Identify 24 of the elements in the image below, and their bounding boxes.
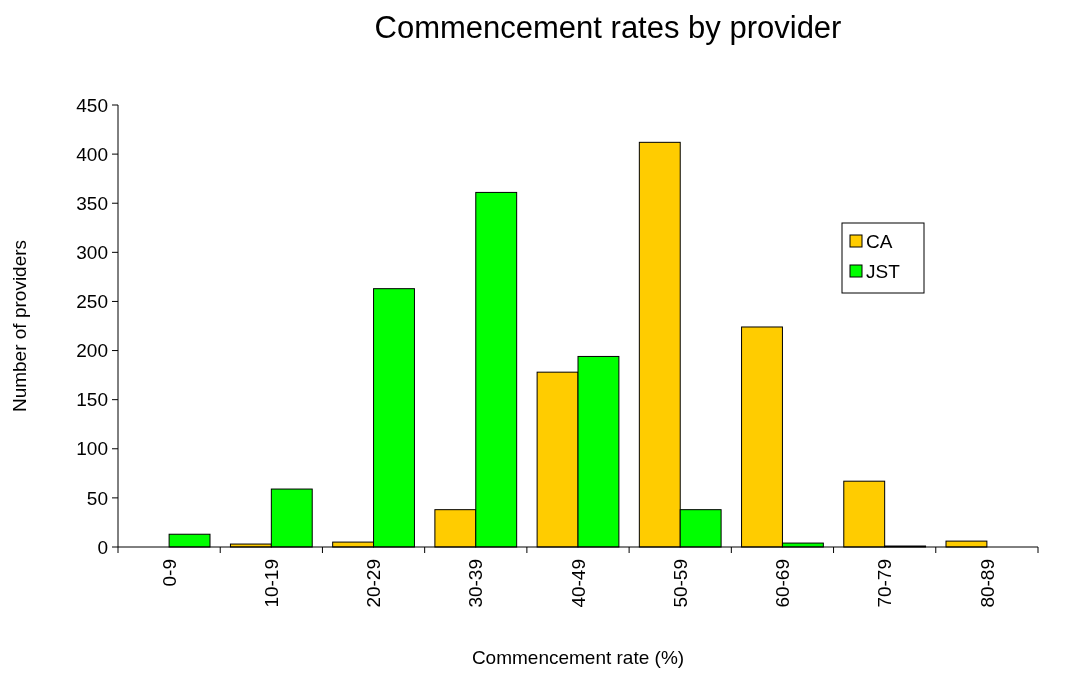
y-tick-label: 150 [76,389,108,411]
y-tick-label: 50 [86,487,108,509]
y-tick-label: 250 [76,291,108,313]
x-tick-label: 70-79 [874,559,896,608]
y-tick-label: 400 [76,143,108,165]
y-tick-label: 100 [76,438,108,460]
legend-label: JST [866,260,901,282]
y-axis-title: Number of providers [9,239,30,413]
x-axis-title: Commencement rate (%) [471,647,685,668]
y-tick-label: 0 [97,536,108,558]
y-tick-label: 450 [76,94,108,116]
x-tick-label: 20-29 [363,559,385,608]
x-tick-label: 50-59 [669,559,691,608]
x-tick-label: 60-69 [772,559,794,608]
x-tick-label: 30-39 [465,559,487,608]
legend-label: CA [866,230,893,252]
y-tick-label: 300 [76,241,108,263]
x-tick-label: 10-19 [260,559,282,608]
chart-title: Commencement rates by provider [374,10,842,45]
x-tick-label: 80-89 [976,559,998,608]
x-tick-label: 40-49 [567,559,589,608]
x-tick-label: 0-9 [158,559,180,587]
y-tick-label: 200 [76,340,108,362]
y-tick-label: 350 [76,192,108,214]
